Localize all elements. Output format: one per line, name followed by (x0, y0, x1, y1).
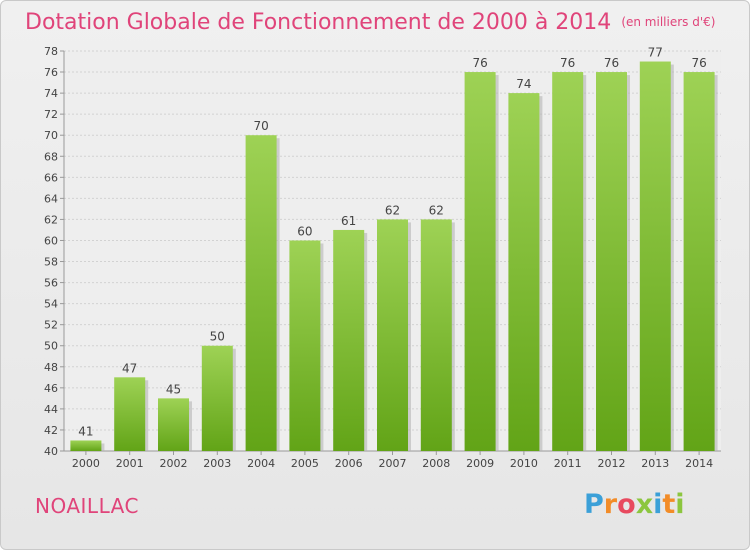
bar-value-label: 45 (166, 382, 181, 396)
x-tick-label: 2007 (379, 457, 407, 470)
bar (552, 72, 584, 451)
x-tick-label: 2004 (247, 457, 275, 470)
bar-value-label: 41 (78, 424, 93, 438)
bar (333, 229, 365, 451)
bar (464, 72, 496, 451)
bar (289, 240, 321, 451)
bar-value-label: 76 (691, 56, 706, 70)
x-tick-label: 2006 (335, 457, 363, 470)
x-tick-label: 2000 (72, 457, 100, 470)
logo-letter: x (635, 489, 654, 520)
y-tick-label: 68 (44, 150, 58, 163)
y-tick-label: 52 (44, 319, 58, 332)
y-tick-label: 48 (44, 361, 58, 374)
logo-letter: i (675, 489, 685, 520)
y-tick-label: 56 (44, 277, 58, 290)
y-tick-label: 64 (44, 192, 58, 205)
y-tick-label: 50 (44, 340, 58, 353)
chart-title: Dotation Globale de Fonctionnement de 20… (25, 7, 715, 37)
bar (683, 72, 715, 451)
bar (377, 219, 408, 451)
x-tick-label: 2005 (291, 457, 319, 470)
x-tick-label: 2012 (598, 457, 626, 470)
y-tick-label: 46 (44, 382, 58, 395)
bar (114, 377, 146, 451)
bar-value-label: 62 (385, 203, 400, 217)
bar (508, 93, 540, 452)
logo-letter: o (617, 489, 636, 520)
y-tick-label: 60 (44, 234, 58, 247)
y-tick-label: 74 (44, 87, 58, 100)
chart-subtitle: (en milliers d'€) (621, 15, 716, 29)
x-tick-label: 2008 (422, 457, 450, 470)
bar-value-label: 76 (472, 56, 487, 70)
bar-value-label: 76 (560, 56, 575, 70)
bar (420, 219, 452, 451)
x-tick-label: 2013 (641, 457, 669, 470)
bar-value-label: 74 (516, 77, 531, 91)
chart-title-text: Dotation Globale de Fonctionnement de 20… (25, 10, 612, 35)
proxiti-logo[interactable]: Proxiti (584, 489, 685, 520)
y-tick-label: 66 (44, 171, 58, 184)
y-tick-label: 62 (44, 213, 58, 226)
x-tick-label: 2003 (203, 457, 231, 470)
x-tick-label: 2002 (160, 457, 188, 470)
x-tick-label: 2009 (466, 457, 494, 470)
y-tick-label: 54 (44, 298, 58, 311)
bar (639, 61, 671, 452)
logo-letter: P (584, 489, 604, 520)
bar-value-label: 77 (648, 46, 663, 60)
y-tick-label: 72 (44, 108, 58, 121)
bar (201, 345, 233, 451)
y-tick-label: 58 (44, 256, 58, 269)
logo-letter: t (662, 489, 676, 520)
bar-value-label: 62 (429, 203, 444, 217)
y-tick-label: 42 (44, 424, 58, 437)
x-tick-label: 2001 (116, 457, 144, 470)
logo-letter: r (603, 489, 618, 520)
x-tick-label: 2010 (510, 457, 538, 470)
logo-letter: i (653, 489, 663, 520)
bar (158, 398, 189, 451)
commune-name: NOAILLAC (35, 494, 139, 518)
bar (596, 72, 627, 451)
bar-value-label: 60 (297, 224, 312, 238)
y-tick-label: 76 (44, 66, 58, 79)
x-tick-label: 2011 (554, 457, 582, 470)
bar (245, 135, 277, 452)
bar-value-label: 61 (341, 214, 356, 228)
bar (70, 440, 102, 451)
y-tick-label: 70 (44, 129, 58, 142)
bar-value-label: 50 (210, 330, 225, 344)
x-tick-label: 2014 (685, 457, 713, 470)
y-tick-label: 44 (44, 403, 58, 416)
bar-value-label: 47 (122, 361, 137, 375)
bar-value-label: 70 (253, 119, 268, 133)
y-tick-label: 78 (44, 45, 58, 58)
bar-value-label: 76 (604, 56, 619, 70)
y-tick-label: 40 (44, 445, 58, 458)
